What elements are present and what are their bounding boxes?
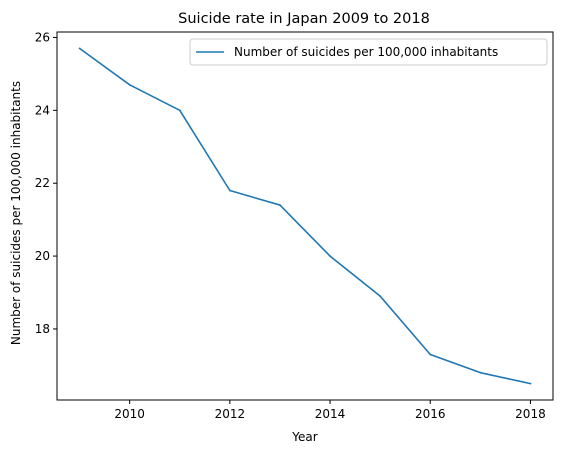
- x-axis-ticks: 2010 2012 2014 2016 2018: [114, 400, 546, 421]
- series-layer: [78, 47, 532, 385]
- y-tick-label: 18: [35, 322, 50, 336]
- y-axis-title: Number of suicides per 100,000 inhabitan…: [9, 81, 23, 345]
- x-tick-label: 2016: [415, 407, 446, 421]
- y-axis-ticks: 18 20 22 24 26: [35, 30, 57, 336]
- data-point: [379, 295, 382, 298]
- data-point: [279, 204, 281, 206]
- legend: Number of suicides per 100,000 inhabitan…: [189, 38, 548, 66]
- data-point: [329, 255, 331, 257]
- data-point: [78, 47, 81, 50]
- y-tick-label: 20: [35, 249, 50, 263]
- data-point: [479, 371, 482, 374]
- x-axis-title: Year: [291, 430, 317, 444]
- legend-box: [189, 38, 548, 66]
- x-tick-label: 2010: [114, 407, 145, 421]
- x-tick-label: 2012: [215, 407, 246, 421]
- series-line: [79, 47, 531, 385]
- chart-title: Suicide rate in Japan 2009 to 2018: [178, 11, 430, 27]
- data-point: [228, 189, 231, 192]
- data-point: [429, 353, 432, 356]
- data-point: [178, 109, 181, 112]
- x-tick-label: 2018: [515, 407, 546, 421]
- legend-label: Number of suicides per 100,000 inhabitan…: [234, 45, 498, 59]
- data-point: [128, 83, 131, 86]
- y-tick-label: 24: [35, 103, 50, 117]
- x-tick-label: 2014: [315, 407, 346, 421]
- data-point: [529, 382, 532, 385]
- plot-frame: [56, 31, 554, 401]
- y-tick-label: 26: [35, 30, 50, 44]
- y-tick-label: 22: [35, 176, 50, 190]
